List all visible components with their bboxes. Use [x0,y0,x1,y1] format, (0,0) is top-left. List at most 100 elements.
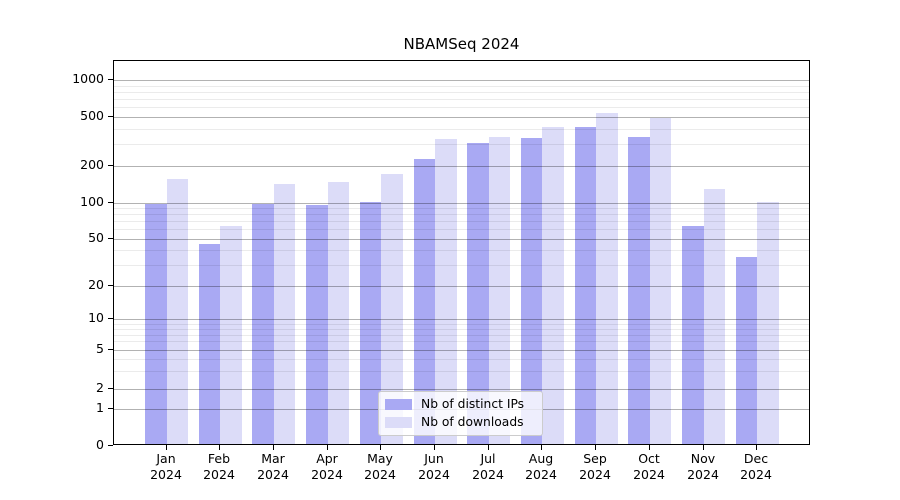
y-tick-label: 1 [96,400,104,415]
x-tick-label-nov: Nov 2024 [687,451,719,482]
bar-downloads-aug [542,127,564,444]
x-tick-mark [166,445,167,450]
major-gridline-200 [114,166,809,167]
minor-gridline [114,107,809,108]
minor-gridline [114,229,809,230]
x-tick-label-feb: Feb 2024 [203,451,235,482]
chart-title: NBAMSeq 2024 [403,35,520,53]
bar-downloads-dec [757,201,779,444]
y-tick-mark [108,349,113,350]
legend: Nb of distinct IPs Nb of downloads [378,391,543,436]
x-tick-mark [219,445,220,450]
x-tick-label-sep: Sep 2024 [579,451,611,482]
x-tick-mark [703,445,704,450]
bar-ips-dec [735,257,758,444]
major-gridline-1000 [114,80,809,81]
minor-gridline [114,329,809,330]
bar-downloads-jun [435,138,457,444]
bar-downloads-sep [596,113,618,444]
x-tick-label-aug: Aug 2024 [525,451,557,482]
y-tick-label: 200 [80,157,104,172]
minor-gridline [114,324,809,325]
minor-gridline [114,335,809,336]
minor-gridline [114,265,809,266]
minor-gridline [114,359,809,360]
y-tick-mark [108,202,113,203]
plot-area [113,60,810,445]
x-tick-mark [380,445,381,450]
bar-ips-aug [520,137,543,444]
legend-label-distinct-ips: Nb of distinct IPs [421,397,525,411]
bar-downloads-feb [220,226,242,444]
y-tick-mark [108,238,113,239]
minor-gridline [114,250,809,251]
minor-gridline [114,129,809,130]
bar-ips-sep [574,126,597,444]
legend-item-distinct-ips: Nb of distinct IPs [385,397,536,412]
y-tick-label: 10 [88,310,104,325]
legend-label-downloads: Nb of downloads [421,415,524,429]
bar-ips-jun [413,158,435,444]
minor-gridline [114,341,809,342]
y-tick-mark [108,116,113,117]
x-tick-mark [756,445,757,450]
bar-ips-mar [252,203,274,444]
y-tick-label: 20 [88,277,104,292]
y-tick-label: 1000 [72,71,104,86]
major-gridline-500 [114,117,809,118]
x-tick-mark [488,445,489,450]
y-tick-mark [108,318,113,319]
bar-downloads-nov [703,188,725,444]
x-tick-mark [595,445,596,450]
major-gridline-10 [114,319,809,320]
bar-downloads-jan [166,179,188,444]
minor-gridline [114,144,809,145]
bar-ips-jan [145,203,167,444]
minor-gridline [114,371,809,372]
bar-downloads-jul [488,136,511,444]
y-tick-label: 2 [96,380,104,395]
legend-item-downloads: Nb of downloads [385,415,536,430]
minor-gridline [114,221,809,222]
x-tick-label-jul: Jul 2024 [472,451,504,482]
major-gridline-20 [114,286,809,287]
bar-ips-oct [628,136,650,444]
major-gridline-5 [114,350,809,351]
y-tick-label: 500 [80,108,104,123]
minor-gridline [114,214,809,215]
y-tick-label: 5 [96,341,104,356]
x-tick-mark [273,445,274,450]
y-tick-mark [108,165,113,166]
bar-ips-jul [467,143,489,444]
major-gridline-50 [114,239,809,240]
y-tick-mark [108,388,113,389]
x-tick-mark [541,445,542,450]
minor-gridline [114,99,809,100]
major-gridline-100 [114,203,809,204]
x-tick-label-jan: Jan 2024 [150,451,182,482]
bar-downloads-apr [327,182,350,444]
minor-gridline [114,86,809,87]
major-gridline-2 [114,389,809,390]
bar-ips-nov [682,226,704,444]
minor-gridline [114,208,809,209]
bar-downloads-oct [649,118,672,444]
x-tick-mark [434,445,435,450]
x-tick-label-mar: Mar 2024 [257,451,289,482]
x-tick-mark [649,445,650,450]
x-tick-label-may: May 2024 [364,451,396,482]
x-tick-label-jun: Jun 2024 [418,451,450,482]
bar-ips-may [359,201,382,444]
bar-downloads-may [381,173,403,444]
y-tick-mark [108,408,113,409]
minor-gridline [114,92,809,93]
x-tick-label-apr: Apr 2024 [311,451,343,482]
y-tick-label: 50 [88,230,104,245]
bar-ips-feb [198,244,221,444]
y-tick-mark [108,285,113,286]
y-tick-label: 0 [96,437,104,452]
x-tick-label-dec: Dec 2024 [740,451,772,482]
y-tick-mark [108,445,113,446]
x-tick-mark [327,445,328,450]
